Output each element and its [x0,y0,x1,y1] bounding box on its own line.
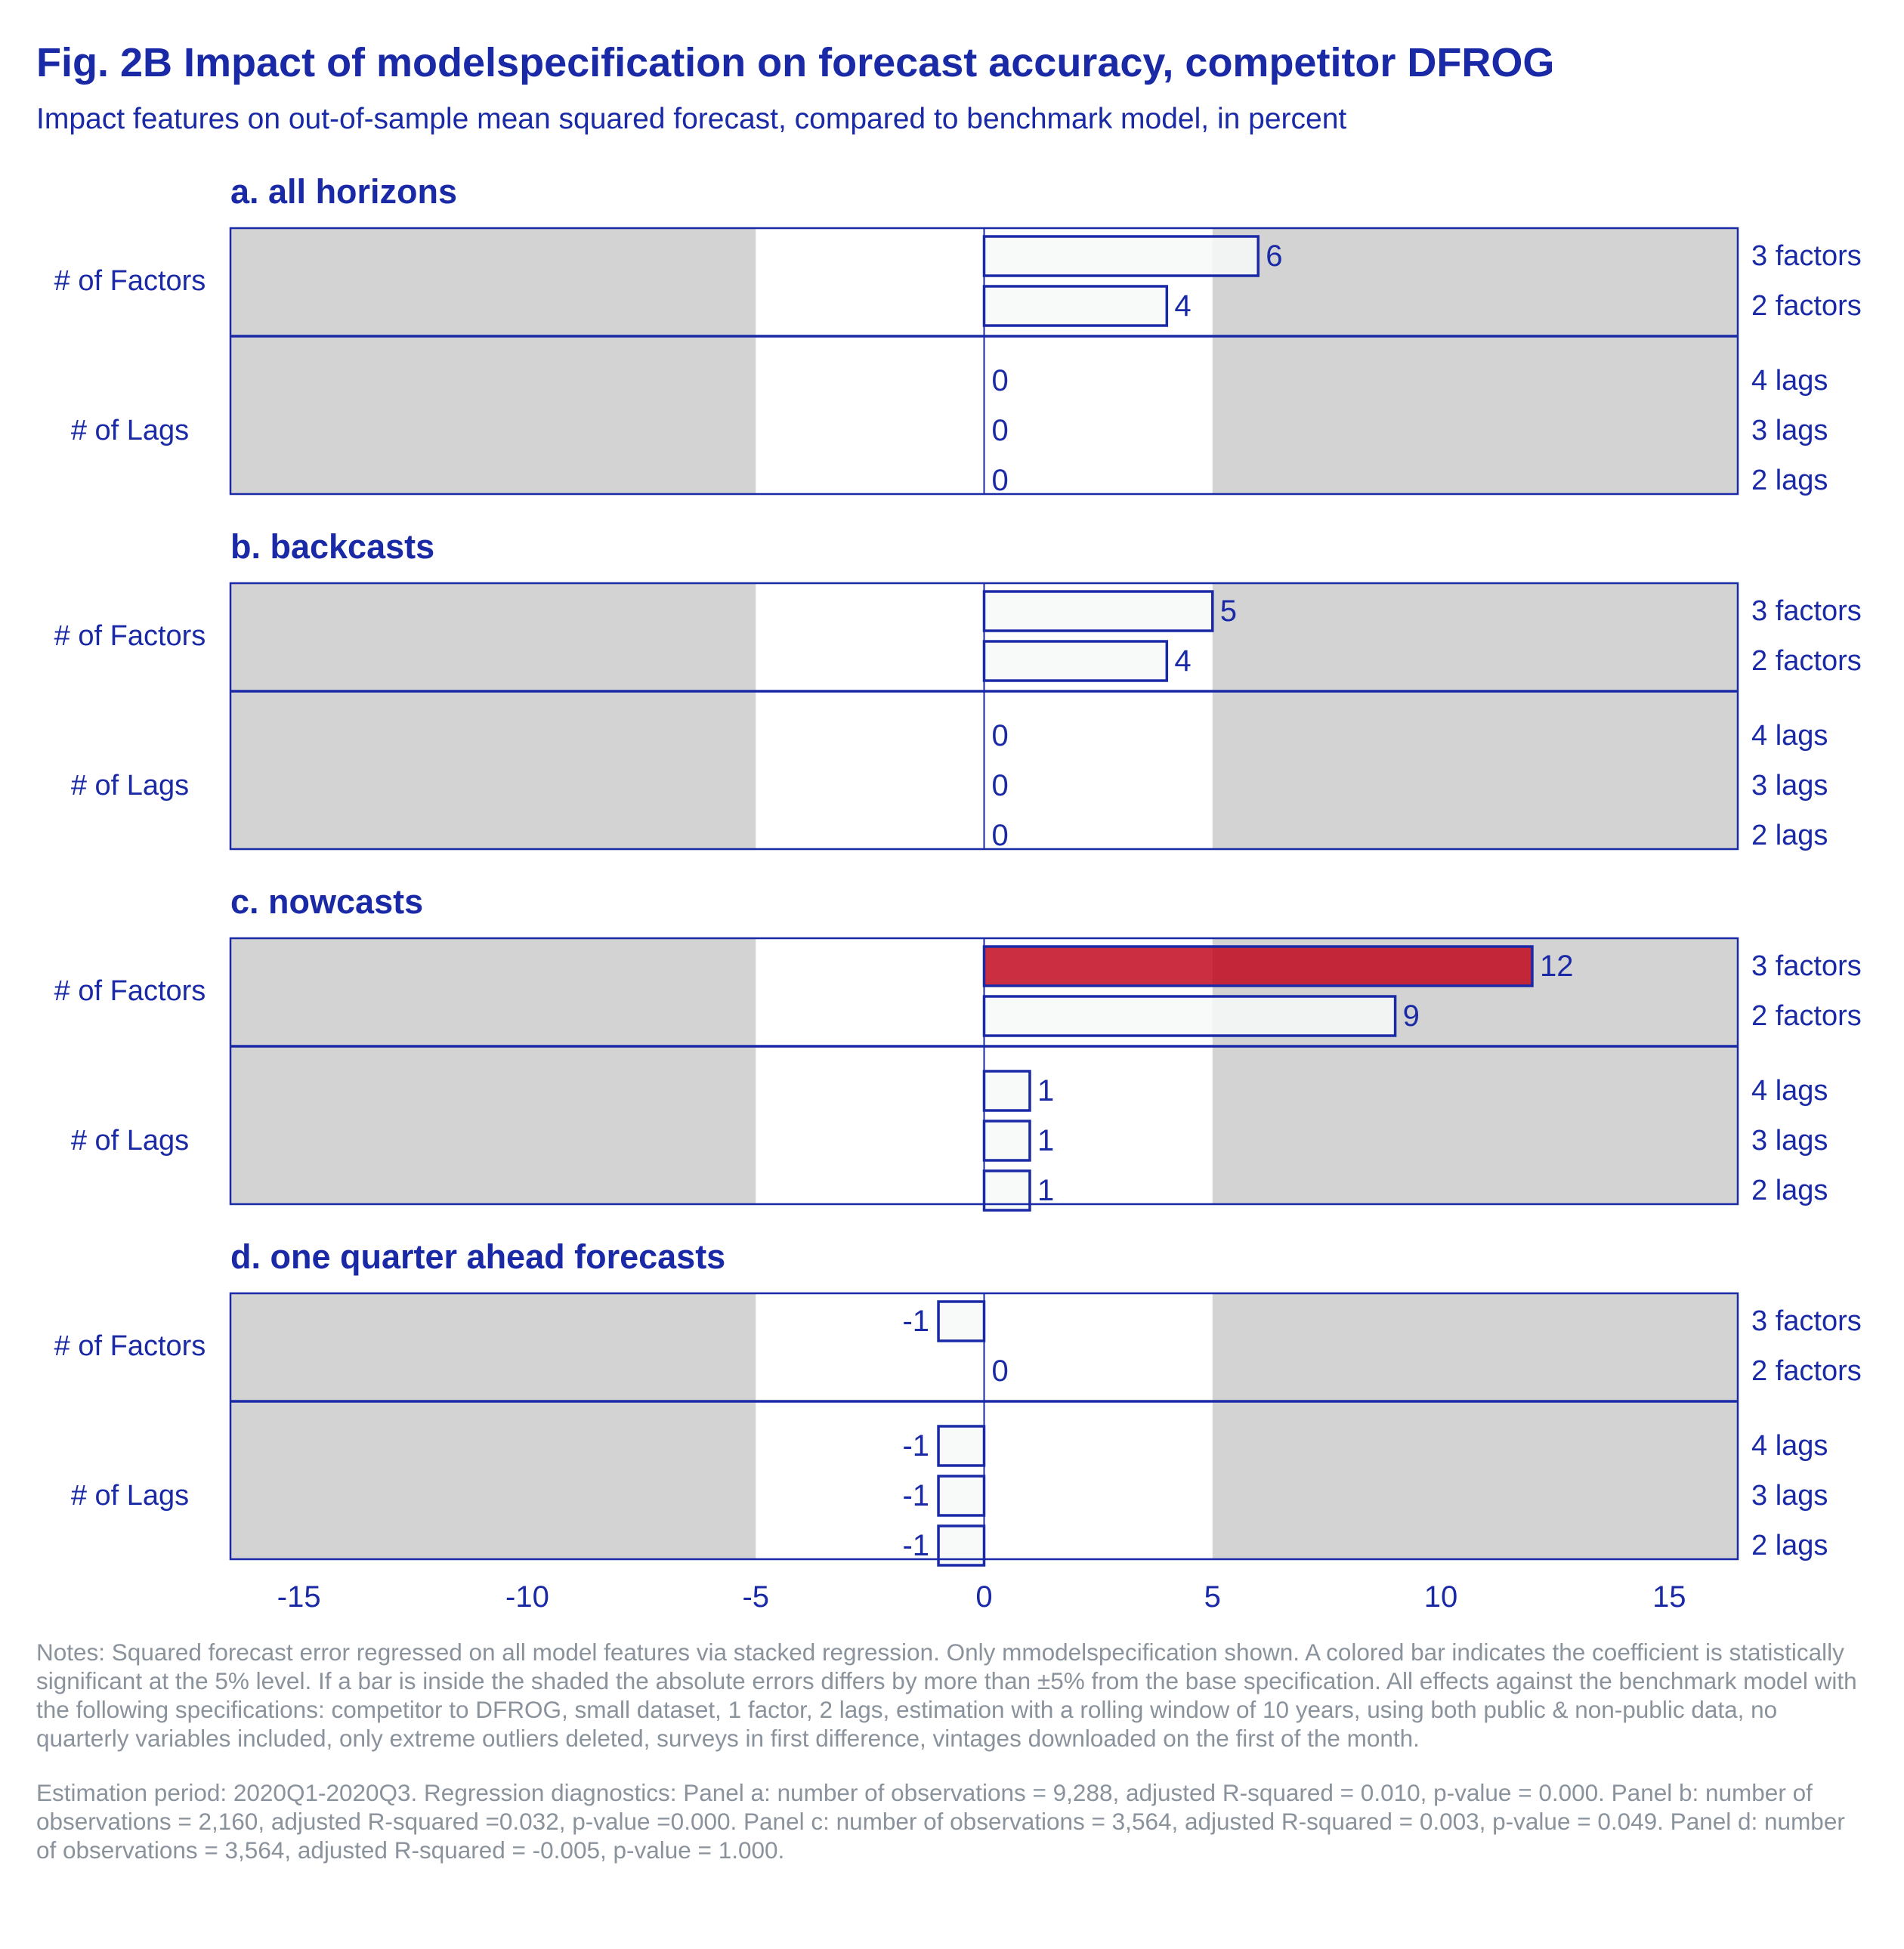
category-label: 4 lags [1751,1075,1828,1107]
category-label: 3 factors [1751,595,1862,627]
data-label: 0 [992,364,1009,397]
data-label: 0 [992,769,1009,802]
category-label: 4 lags [1751,1430,1828,1462]
panel-frame [229,937,1739,1206]
category-label: 2 factors [1751,1000,1862,1032]
category-label: 2 lags [1751,820,1828,851]
shaded-region [230,228,756,494]
category-label: 3 factors [1751,1305,1862,1337]
bar [937,1475,986,1517]
shaded-region [230,583,756,849]
bar [982,590,1214,632]
data-label: -1 [902,1529,929,1562]
data-label: 0 [992,414,1009,447]
x-tick-label: 10 [1424,1580,1458,1614]
shaded-region [1212,1293,1738,1559]
data-label: 1 [1037,1124,1054,1157]
panel-title: b. backcasts [230,527,434,566]
panel-title: a. all horizons [230,172,457,211]
bar [982,1070,1031,1112]
category-label: 3 lags [1751,1480,1828,1512]
category-label: 4 lags [1751,720,1828,752]
shaded-region [230,938,756,1204]
category-label: 3 factors [1751,240,1862,272]
shaded-region [230,1293,756,1559]
data-label: 1 [1037,1174,1054,1207]
x-tick-label: 0 [975,1580,992,1614]
bar [982,995,1397,1037]
data-label: 4 [1174,644,1191,678]
x-tick-label: -5 [742,1580,769,1614]
shaded-region [1212,583,1738,849]
group-label: # of Lags [71,1125,189,1157]
data-label: 9 [1403,999,1420,1033]
data-label: 6 [1266,239,1282,273]
data-label: -1 [902,1305,929,1338]
x-tick-label: -15 [277,1580,321,1614]
bar [937,1425,986,1467]
category-label: 2 factors [1751,645,1862,677]
group-label: # of Factors [54,620,206,652]
notes: Notes: Squared forecast error regressed … [36,1638,1865,1890]
data-label: 5 [1220,595,1237,628]
data-label: 12 [1540,950,1574,983]
data-label: -1 [902,1429,929,1463]
group-label: # of Factors [54,975,206,1007]
x-tick-label: -10 [505,1580,549,1614]
category-label: 2 factors [1751,290,1862,322]
group-label: # of Lags [71,1480,189,1512]
panel-title: c. nowcasts [230,882,423,921]
group-label: # of Factors [54,265,206,297]
group-label: # of Lags [71,415,189,446]
bar [982,235,1260,277]
data-label: 0 [992,1354,1009,1388]
category-label: 4 lags [1751,365,1828,397]
data-label: 1 [1037,1074,1054,1107]
group-label: # of Lags [71,770,189,802]
category-label: 3 lags [1751,1125,1828,1157]
page-title: Fig. 2B Impact of modelspecification on … [36,40,1555,85]
bar [937,1300,986,1342]
data-label: 4 [1174,289,1191,323]
data-label: -1 [902,1479,929,1512]
data-label: 0 [992,464,1009,497]
category-label: 3 lags [1751,415,1828,446]
category-label: 2 lags [1751,1175,1828,1206]
category-label: 2 factors [1751,1355,1862,1387]
category-label: 3 lags [1751,770,1828,802]
category-label: 2 lags [1751,1530,1828,1561]
bar [982,945,1534,987]
notes-diagnostics: Estimation period: 2020Q1-2020Q3. Regres… [36,1779,1845,1864]
bar [982,285,1169,327]
shaded-region [1212,228,1738,494]
notes-paragraph: Notes: Squared forecast error regressed … [36,1639,1857,1752]
panel-frame [229,1292,1739,1561]
panel-frame [229,227,1739,496]
bar [982,1120,1031,1162]
page-subtitle: Impact features on out-of-sample mean sq… [36,103,1347,135]
group-label: # of Factors [54,1330,206,1362]
data-label: 0 [992,719,1009,752]
category-label: 2 lags [1751,465,1828,496]
bar [982,640,1169,682]
category-label: 3 factors [1751,950,1862,982]
panel-frame [229,582,1739,851]
panel-title: d. one quarter ahead forecasts [230,1237,725,1276]
x-tick-label: 5 [1204,1580,1221,1614]
data-label: 0 [992,819,1009,852]
x-tick-label: 15 [1652,1580,1686,1614]
